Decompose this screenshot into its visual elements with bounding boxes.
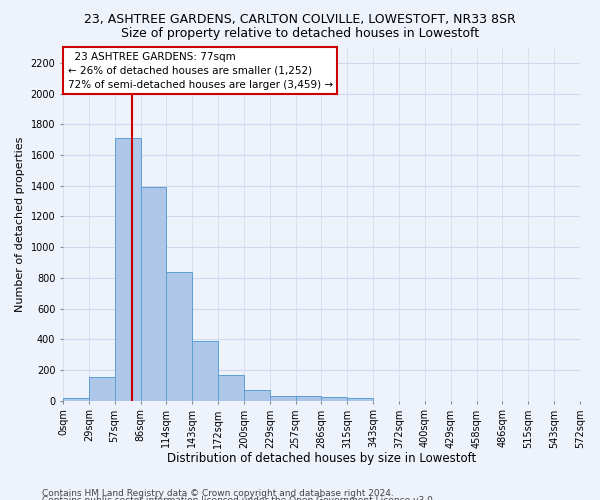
Bar [322, 397, 347, 400]
Bar [192, 341, 218, 400]
Bar [296, 396, 322, 400]
Bar [89, 377, 115, 400]
Text: Contains HM Land Registry data © Crown copyright and database right 2024.: Contains HM Land Registry data © Crown c… [42, 488, 394, 498]
Bar [218, 376, 244, 400]
Bar [166, 272, 192, 400]
Text: 23 ASHTREE GARDENS: 77sqm  
← 26% of detached houses are smaller (1,252)
72% of : 23 ASHTREE GARDENS: 77sqm ← 26% of detac… [68, 52, 333, 90]
Y-axis label: Number of detached properties: Number of detached properties [15, 136, 25, 312]
Bar [115, 138, 140, 400]
Text: Size of property relative to detached houses in Lowestoft: Size of property relative to detached ho… [121, 28, 479, 40]
Bar [140, 187, 166, 400]
Bar [347, 398, 373, 400]
Text: 23, ASHTREE GARDENS, CARLTON COLVILLE, LOWESTOFT, NR33 8SR: 23, ASHTREE GARDENS, CARLTON COLVILLE, L… [84, 12, 516, 26]
Bar [63, 398, 89, 400]
Bar [270, 396, 296, 400]
Text: Contains public sector information licensed under the Open Government Licence v3: Contains public sector information licen… [42, 496, 436, 500]
Bar [244, 390, 270, 400]
X-axis label: Distribution of detached houses by size in Lowestoft: Distribution of detached houses by size … [167, 452, 476, 465]
